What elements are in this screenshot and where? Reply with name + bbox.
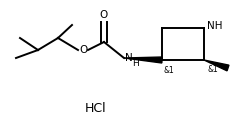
Text: H: H [132, 60, 139, 68]
Text: O: O [100, 10, 108, 20]
Polygon shape [204, 60, 229, 71]
Polygon shape [124, 57, 162, 63]
Text: O: O [79, 45, 87, 55]
Text: &1: &1 [164, 66, 175, 75]
Text: NH: NH [207, 21, 223, 31]
Text: &1: &1 [207, 65, 218, 74]
Text: HCl: HCl [85, 102, 107, 115]
Text: N: N [125, 53, 133, 63]
